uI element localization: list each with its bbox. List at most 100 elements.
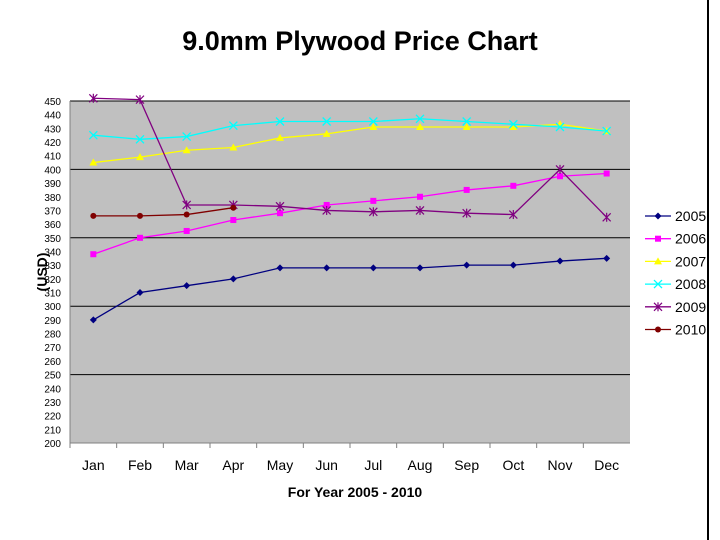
legend-label: 2008 xyxy=(675,276,706,292)
data-point-2009 xyxy=(602,212,612,222)
data-point-2006 xyxy=(603,170,610,177)
data-point-2009 xyxy=(88,93,98,103)
x-tick-label: Oct xyxy=(502,457,524,473)
data-point-2009 xyxy=(135,95,145,105)
data-point-2005 xyxy=(463,261,471,269)
legend-entry-2006: 2006 xyxy=(645,231,706,247)
series-line-2007 xyxy=(93,123,607,164)
y-tick-label: 250 xyxy=(44,371,61,382)
data-point-2008 xyxy=(602,126,612,136)
data-point-2005 xyxy=(509,261,517,269)
data-point-2009 xyxy=(322,205,332,215)
data-point-2005 xyxy=(416,264,424,272)
x-tick-label: Jan xyxy=(82,457,105,473)
legend-label: 2005 xyxy=(675,208,706,224)
data-point-2008 xyxy=(88,130,98,140)
data-point-2006 xyxy=(370,197,377,204)
series-line-2009 xyxy=(93,97,608,218)
data-point-2007 xyxy=(509,122,518,130)
data-point-2008 xyxy=(275,117,285,126)
x-axis-label: For Year 2005 - 2010 xyxy=(287,484,423,500)
y-tick-label: 390 xyxy=(44,179,61,190)
series-line-2006 xyxy=(93,172,607,255)
y-tick-label: 340 xyxy=(44,247,61,258)
data-point-2008 xyxy=(462,117,472,126)
x-tick-label: Jul xyxy=(364,457,382,473)
y-tick-label: 370 xyxy=(44,206,61,217)
data-point-2007 xyxy=(89,158,98,166)
data-point-2008 xyxy=(415,114,425,124)
data-point-2006 xyxy=(183,227,190,234)
data-point-2005 xyxy=(136,289,144,297)
data-point-2010 xyxy=(137,212,143,219)
legend-marker xyxy=(655,326,661,333)
y-tick-label: 240 xyxy=(44,384,61,395)
y-tick-label: 440 xyxy=(44,111,61,122)
legend-marker xyxy=(655,235,661,242)
legend-marker xyxy=(653,279,663,289)
legend-entry-2007: 2007 xyxy=(645,253,706,269)
x-tick-label: Nov xyxy=(548,457,573,473)
legend-entry-2009: 2009 xyxy=(645,299,706,315)
y-tick-label: 380 xyxy=(44,193,61,204)
data-point-2005 xyxy=(89,316,97,324)
y-tick-label: 270 xyxy=(44,343,61,354)
y-axis-label: (USD) xyxy=(34,252,50,292)
slide-edge-divider xyxy=(707,0,709,540)
data-point-2005 xyxy=(183,282,191,290)
data-point-2009 xyxy=(368,207,378,217)
series-line-2005 xyxy=(93,257,607,321)
x-tick-label: Aug xyxy=(408,457,433,473)
data-point-2007 xyxy=(229,143,238,151)
x-tick-label: Apr xyxy=(222,457,244,473)
data-point-2008 xyxy=(322,117,332,126)
legend-entry-2005: 2005 xyxy=(645,208,706,224)
y-tick-label: 210 xyxy=(44,425,61,436)
series-line-2008 xyxy=(93,118,607,140)
plot-area xyxy=(70,101,630,443)
data-point-2006 xyxy=(137,234,143,241)
data-point-2009 xyxy=(182,200,192,210)
data-point-2005 xyxy=(603,254,611,262)
y-tick-label: 290 xyxy=(44,316,61,327)
data-point-2010 xyxy=(230,204,237,211)
data-point-2007 xyxy=(416,122,424,130)
data-point-2005 xyxy=(229,275,237,283)
legend-label: 2006 xyxy=(675,231,706,247)
data-point-2006 xyxy=(557,173,563,180)
y-tick-label: 310 xyxy=(44,289,61,300)
data-point-2006 xyxy=(277,210,283,217)
data-point-2007 xyxy=(369,122,378,130)
chart-title: 9.0mm Plywood Price Chart xyxy=(182,26,538,56)
data-point-2005 xyxy=(556,257,564,265)
data-point-2009 xyxy=(508,210,518,220)
y-tick-label: 260 xyxy=(44,357,61,368)
data-point-2006 xyxy=(417,193,423,200)
y-tick-label: 200 xyxy=(44,439,61,450)
legend-entry-2008: 2008 xyxy=(645,276,706,292)
series-line-2010 xyxy=(93,207,234,217)
data-point-2007 xyxy=(136,153,144,161)
data-point-2008 xyxy=(555,122,565,132)
y-tick-label: 450 xyxy=(44,97,61,108)
data-point-2008 xyxy=(135,134,145,144)
data-point-2008 xyxy=(508,119,518,129)
y-tick-label: 430 xyxy=(44,124,61,135)
data-point-2007 xyxy=(276,133,284,141)
data-point-2007 xyxy=(182,146,191,154)
y-tick-label: 360 xyxy=(44,220,61,231)
x-tick-label: Jun xyxy=(315,457,338,473)
data-point-2005 xyxy=(323,264,331,272)
y-tick-label: 350 xyxy=(44,234,61,245)
x-tick-label: Dec xyxy=(594,457,619,473)
y-tick-label: 230 xyxy=(44,398,61,409)
data-point-2008 xyxy=(368,117,378,126)
data-point-2009 xyxy=(462,208,472,218)
legend-marker xyxy=(654,257,662,265)
y-tick-label: 280 xyxy=(44,330,61,341)
x-tick-label: Mar xyxy=(175,457,199,473)
data-point-2006 xyxy=(90,251,97,258)
y-tick-label: 330 xyxy=(44,261,61,272)
